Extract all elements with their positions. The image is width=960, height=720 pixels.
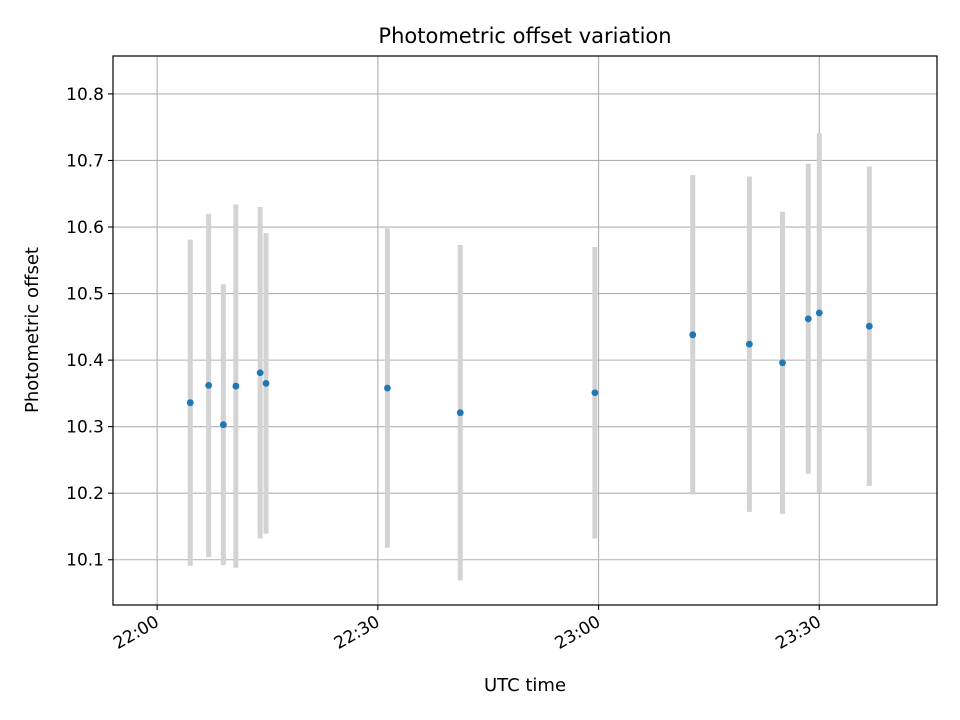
data-point <box>219 421 227 429</box>
y-tick-label: 10.6 <box>66 218 104 238</box>
y-tick-label: 10.8 <box>66 85 104 105</box>
y-tick-label: 10.1 <box>66 551 104 571</box>
y-tick-label: 10.4 <box>66 351 104 371</box>
data-point <box>591 389 599 397</box>
data-point <box>232 382 240 390</box>
data-point <box>205 382 213 389</box>
data-point <box>779 359 786 367</box>
data-points <box>186 309 873 429</box>
grid <box>113 56 937 605</box>
data-point <box>262 380 270 387</box>
plot-frame <box>112 55 938 606</box>
y-axis-label: Photometric offset <box>22 247 43 413</box>
y-tick-label: 10.7 <box>66 151 104 171</box>
data-point <box>865 322 873 330</box>
data-point <box>186 399 194 407</box>
data-point <box>804 315 812 323</box>
y-axis-ticks: 10.1 10.2 10.3 10.4 10.5 10.6 10.7 10.8 <box>66 85 113 571</box>
chart-title: Photometric offset variation <box>378 24 671 48</box>
data-point <box>745 340 753 348</box>
y-tick-label: 10.5 <box>66 285 104 305</box>
data-point <box>456 409 464 417</box>
data-point <box>384 384 391 392</box>
data-point <box>689 331 697 339</box>
data-point <box>256 369 264 377</box>
y-tick-label: 10.2 <box>66 484 104 504</box>
x-axis-label: UTC time <box>484 675 566 696</box>
data-point <box>815 309 823 317</box>
y-tick-label: 10.3 <box>66 418 104 438</box>
